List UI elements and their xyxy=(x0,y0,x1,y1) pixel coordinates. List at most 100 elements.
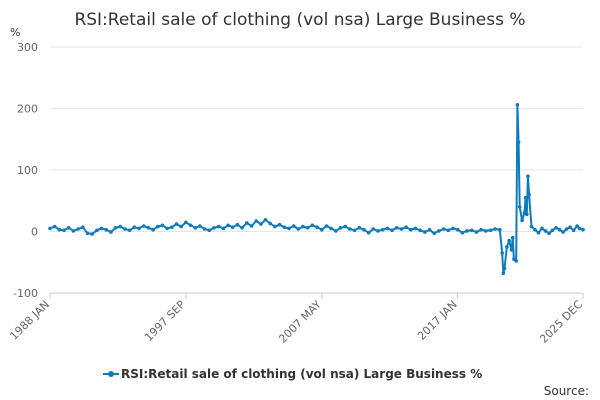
data-point xyxy=(529,224,534,229)
legend-dot-marker xyxy=(108,371,114,377)
data-point xyxy=(254,219,258,223)
data-point xyxy=(137,226,141,231)
data-point xyxy=(48,226,52,231)
data-point xyxy=(554,226,558,230)
data-point xyxy=(71,229,76,233)
data-point xyxy=(523,195,528,200)
data-point xyxy=(520,218,524,223)
data-point xyxy=(123,227,127,231)
data-point xyxy=(507,238,512,243)
data-point xyxy=(564,227,569,231)
y-unit-label: % xyxy=(10,26,20,39)
data-point xyxy=(90,232,94,236)
x-tick-label: 1988 JAN xyxy=(7,298,52,343)
data-point xyxy=(296,227,301,231)
data-point xyxy=(348,227,352,231)
data-point xyxy=(113,226,118,230)
data-point xyxy=(160,223,165,228)
data-point xyxy=(357,226,362,230)
data-point xyxy=(525,212,529,217)
data-point xyxy=(198,224,202,228)
data-point xyxy=(343,224,348,229)
data-point xyxy=(493,227,497,231)
data-point xyxy=(146,226,151,230)
data-point xyxy=(404,225,408,229)
data-point xyxy=(174,222,179,226)
data-point xyxy=(413,226,418,231)
data-point xyxy=(245,221,249,225)
data-point xyxy=(394,226,399,230)
data-point xyxy=(141,224,146,228)
data-point xyxy=(320,227,324,232)
data-point xyxy=(99,226,104,231)
data-point xyxy=(465,229,469,233)
y-tick-label: 100 xyxy=(17,164,38,177)
data-point xyxy=(474,230,479,234)
data-point xyxy=(315,225,319,229)
data-point xyxy=(577,226,582,231)
data-point xyxy=(376,229,380,233)
data-point xyxy=(581,227,585,232)
data-point xyxy=(366,230,371,235)
data-point xyxy=(226,223,230,228)
chart-title: RSI:Retail sale of clothing (vol nsa) La… xyxy=(74,10,525,30)
plot-area xyxy=(48,103,585,276)
data-point xyxy=(571,228,576,233)
data-point xyxy=(221,226,226,231)
data-point xyxy=(193,226,198,230)
source-label[interactable]: Source: xyxy=(544,384,589,398)
data-point xyxy=(418,228,423,233)
data-point xyxy=(427,227,432,232)
series-line xyxy=(49,103,584,275)
data-point xyxy=(441,227,446,231)
data-point xyxy=(95,228,99,233)
data-point xyxy=(533,227,537,232)
data-point xyxy=(62,228,66,233)
data-point xyxy=(57,227,62,232)
data-point xyxy=(502,266,507,271)
data-point xyxy=(282,225,287,229)
data-point xyxy=(437,229,441,233)
data-point xyxy=(505,245,509,249)
data-point xyxy=(446,228,451,233)
data-point xyxy=(179,224,183,229)
legend-label: RSI:Retail sale of clothing (vol nsa) La… xyxy=(121,367,482,381)
data-point xyxy=(409,227,413,232)
data-point xyxy=(240,226,244,230)
data-point xyxy=(329,226,333,231)
data-point xyxy=(81,225,85,229)
data-point xyxy=(259,222,263,226)
data-point xyxy=(216,224,221,229)
data-point xyxy=(540,226,544,231)
data-point xyxy=(575,224,579,228)
data-point xyxy=(385,226,390,231)
data-point xyxy=(509,248,514,252)
data-point xyxy=(352,228,357,233)
data-point xyxy=(362,227,366,232)
data-point xyxy=(52,224,57,229)
y-tick-label: 300 xyxy=(17,41,38,54)
data-point xyxy=(132,225,137,229)
data-point xyxy=(516,140,521,145)
data-point xyxy=(561,230,565,234)
data-point xyxy=(399,227,404,231)
data-point xyxy=(479,227,483,232)
data-point xyxy=(469,228,474,233)
x-tick-label: 2007 MAY xyxy=(276,298,324,346)
legend[interactable]: RSI:Retail sale of clothing (vol nsa) La… xyxy=(103,367,482,381)
data-point xyxy=(498,227,502,232)
data-point xyxy=(526,174,530,178)
data-point xyxy=(188,223,193,228)
x-tick-label: 2017 JAN xyxy=(415,298,460,343)
y-tick-label: -100 xyxy=(13,287,38,300)
data-point xyxy=(455,227,460,232)
data-point xyxy=(235,222,240,227)
x-tick-label: 2025 DEC xyxy=(537,298,585,346)
data-point xyxy=(390,228,394,233)
data-point xyxy=(557,227,562,232)
data-point xyxy=(501,271,506,276)
data-point xyxy=(527,192,531,197)
data-point xyxy=(170,225,174,229)
